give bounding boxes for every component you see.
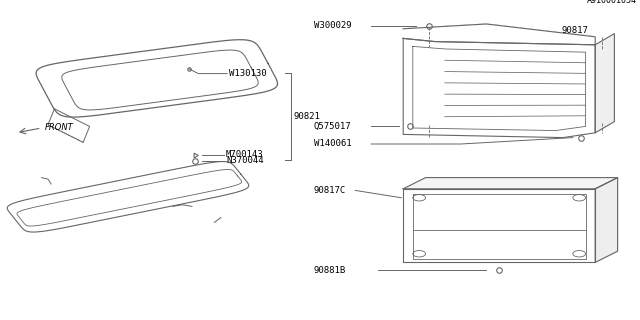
Text: M700143: M700143	[226, 150, 264, 159]
Polygon shape	[403, 178, 618, 189]
Polygon shape	[595, 178, 618, 262]
Text: W130130: W130130	[229, 69, 267, 78]
Text: W300029: W300029	[314, 21, 351, 30]
Text: Q575017: Q575017	[314, 122, 351, 131]
Text: N370044: N370044	[226, 156, 264, 165]
Text: A910001054: A910001054	[587, 0, 637, 5]
Polygon shape	[403, 24, 595, 45]
Text: 90817C: 90817C	[314, 186, 346, 195]
Polygon shape	[403, 189, 595, 262]
Polygon shape	[403, 38, 595, 138]
Text: FRONT: FRONT	[45, 123, 74, 132]
Text: W140061: W140061	[314, 139, 351, 148]
Polygon shape	[595, 34, 614, 133]
Text: 90881B: 90881B	[314, 266, 346, 275]
Text: 90817: 90817	[562, 26, 589, 35]
Text: 90821: 90821	[293, 112, 320, 121]
